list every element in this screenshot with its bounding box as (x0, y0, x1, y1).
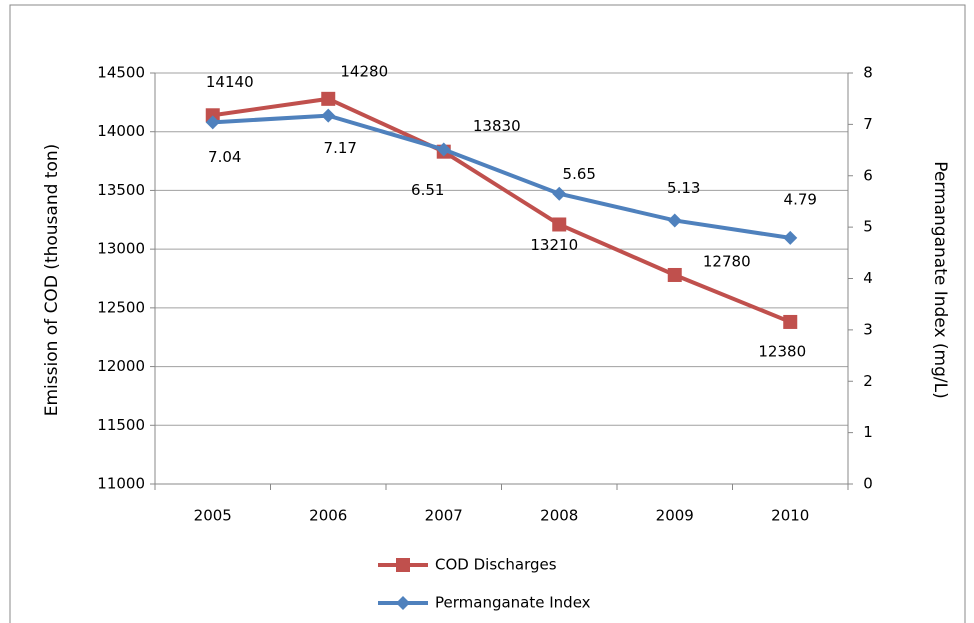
y2-tick-label: 2 (863, 372, 873, 390)
y2-tick-label: 7 (863, 115, 873, 133)
data-label: 7.17 (324, 139, 357, 157)
y2-tick-label: 6 (863, 166, 873, 184)
x-tick-label: 2009 (656, 507, 694, 525)
y2-tick-label: 4 (863, 269, 873, 287)
data-label: 5.13 (667, 179, 700, 197)
marker (321, 91, 336, 106)
data-label: 13830 (473, 117, 521, 135)
x-tick-label: 2005 (194, 507, 232, 525)
marker (436, 142, 451, 157)
legend-label: COD Discharges (435, 556, 557, 574)
data-label: 12380 (758, 342, 806, 360)
y-tick-label: 11500 (97, 416, 145, 434)
y-tick-label: 11000 (97, 475, 145, 493)
series-line (212, 113, 791, 240)
marker (321, 108, 336, 123)
y-tick-label: 12500 (97, 298, 145, 316)
marker (552, 186, 567, 201)
y2-tick-label: 0 (863, 475, 873, 493)
legend-marker (396, 596, 410, 610)
data-label: 13210 (530, 236, 578, 254)
marker (205, 115, 220, 130)
data-label: 6.51 (411, 181, 444, 199)
marker (667, 213, 682, 228)
y-tick-label: 13000 (97, 240, 145, 258)
y2-tick-label: 1 (863, 423, 873, 441)
data-label: 12780 (703, 252, 751, 270)
marker (667, 267, 682, 282)
legend-label: Permanganate Index (435, 594, 591, 612)
chart-border (9, 4, 966, 623)
marker (783, 314, 798, 329)
data-label: 5.65 (563, 165, 596, 183)
marker (205, 108, 220, 123)
data-label: 7.04 (208, 148, 241, 166)
x-tick-label: 2007 (425, 507, 463, 525)
y-tick-label: 13500 (97, 181, 145, 199)
y-axis-title: Emission of COD (thousand ton) (42, 144, 62, 417)
y2-tick-label: 3 (863, 320, 873, 338)
data-label: 14140 (206, 73, 254, 91)
legend-marker (396, 558, 410, 572)
marker (783, 230, 798, 245)
y2-axis-title: Permanganate Index (mg/L) (930, 161, 950, 399)
x-tick-label: 2006 (309, 507, 347, 525)
y2-tick-label: 5 (863, 218, 873, 236)
series-line (212, 96, 792, 324)
data-label: 4.79 (784, 190, 817, 208)
y-tick-label: 14500 (97, 64, 145, 82)
data-label: 14280 (340, 62, 388, 80)
x-tick-label: 2010 (771, 507, 809, 525)
y-tick-label: 14000 (97, 122, 145, 140)
x-tick-label: 2008 (540, 507, 578, 525)
y2-tick-label: 8 (863, 64, 873, 82)
y-tick-label: 12000 (97, 357, 145, 375)
marker (552, 217, 567, 232)
